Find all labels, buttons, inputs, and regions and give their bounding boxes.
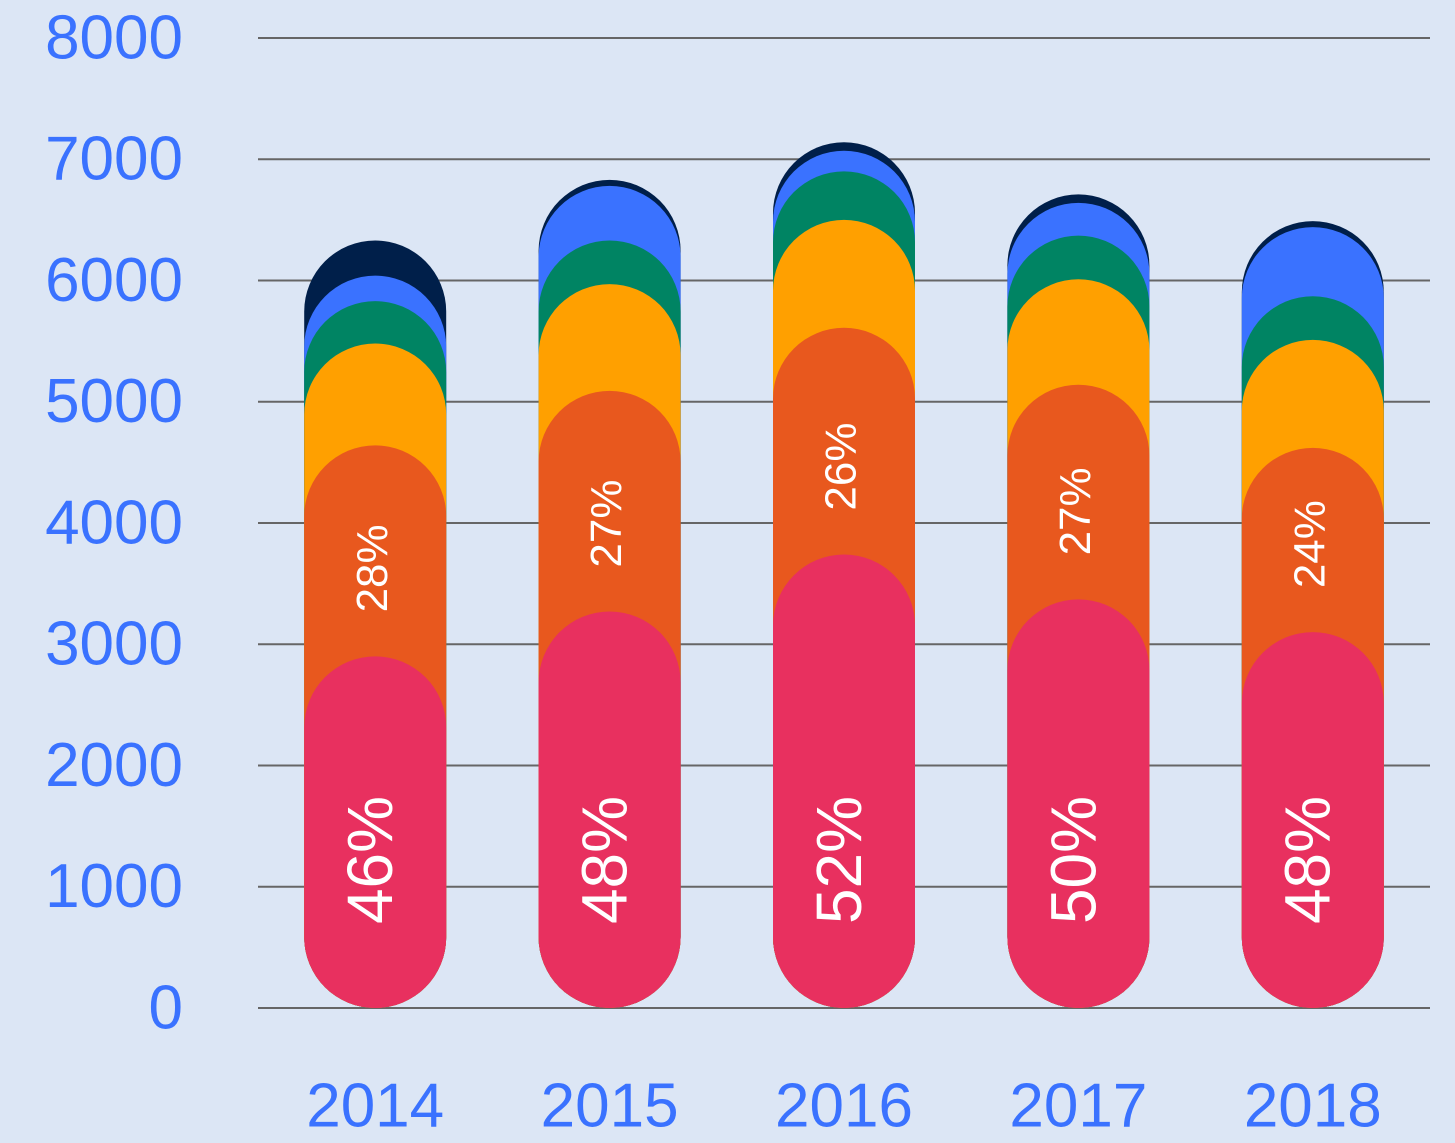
y-tick-label: 7000	[45, 125, 183, 194]
segment-label: 52%	[803, 796, 875, 924]
segment-label: 46%	[334, 796, 406, 924]
y-tick-label: 8000	[45, 3, 183, 72]
y-tick-label: 2000	[45, 731, 183, 800]
segment-label: 50%	[1037, 796, 1109, 924]
segment-label: 24%	[1285, 500, 1334, 588]
segment-label: 48%	[569, 796, 641, 924]
bar-segment	[1241, 632, 1384, 1008]
x-tick-label: 2017	[1009, 1071, 1147, 1140]
y-tick-label: 6000	[45, 246, 183, 315]
bar-segment	[773, 554, 915, 1008]
y-tick-label: 3000	[45, 610, 183, 679]
x-tick-label: 2015	[541, 1071, 679, 1140]
x-tick-label: 2018	[1244, 1071, 1382, 1140]
bar-segment	[1007, 599, 1150, 1008]
y-tick-label: 4000	[45, 488, 183, 557]
segment-label: 28%	[348, 524, 397, 612]
bar-segment	[304, 656, 447, 1008]
y-tick-label: 5000	[45, 367, 183, 436]
x-tick-label: 2014	[306, 1071, 444, 1140]
segment-label: 27%	[582, 479, 631, 567]
y-tick-label: 1000	[45, 852, 183, 921]
segment-label: 26%	[817, 422, 866, 510]
segment-label: 27%	[1051, 467, 1100, 555]
segment-label: 48%	[1272, 796, 1344, 924]
y-tick-label: 0	[149, 973, 183, 1042]
bar-segment	[538, 611, 681, 1008]
x-tick-label: 2016	[775, 1071, 913, 1140]
